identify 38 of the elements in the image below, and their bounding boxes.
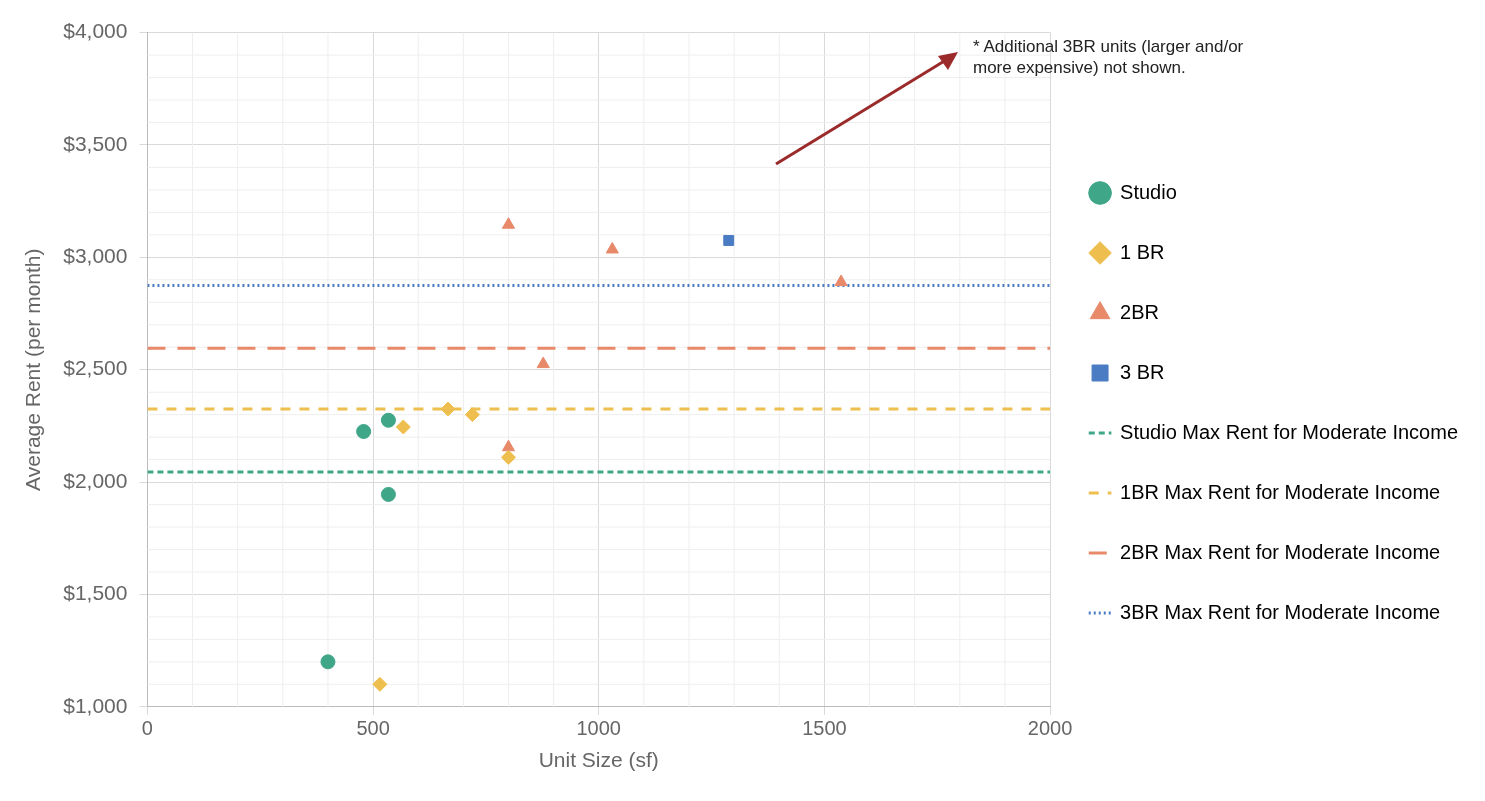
point	[380, 486, 396, 502]
legend-label: 3 BR	[1120, 360, 1165, 383]
legend-label: 2BR Max Rent for Moderate Income	[1120, 540, 1441, 563]
point	[356, 424, 372, 439]
x-tick-label: 500	[356, 717, 390, 740]
point	[536, 356, 550, 369]
x-tick-label: 2000	[1027, 717, 1073, 740]
legend-label: 2BR	[1120, 300, 1159, 323]
point	[605, 241, 619, 254]
point	[440, 401, 456, 417]
x-tick-label: 1500	[802, 717, 847, 740]
legend-label: 1BR Max Rent for Moderate Income	[1120, 480, 1441, 503]
point	[395, 419, 411, 435]
point	[834, 274, 848, 287]
point	[501, 439, 516, 452]
legend-label: 1 BR	[1120, 240, 1165, 263]
point	[501, 217, 516, 229]
legend-label: Studio Max Rent for Moderate Income	[1120, 420, 1459, 443]
point	[380, 412, 396, 428]
point	[320, 654, 336, 670]
legend-label: Studio	[1120, 180, 1177, 203]
annotation: * Additional 3BR units (larger and/or more expensive) not shown.	[973, 36, 1245, 79]
point	[372, 676, 388, 692]
y-tick-label: $1,500	[63, 581, 128, 605]
y-tick-label: $2,000	[63, 468, 128, 492]
point	[723, 235, 735, 246]
y-tick-label: $1,000	[63, 693, 128, 717]
point	[500, 449, 516, 465]
y-tick-label: $3,500	[63, 131, 128, 155]
y-tick-label: $4,000	[63, 19, 128, 43]
x-tick-label: 1000	[576, 717, 621, 740]
y-tick-label: $3,000	[63, 244, 128, 268]
y-axis-title: Average Rent (per month)	[21, 248, 45, 491]
legend-label: 3BR Max Rent for Moderate Income	[1120, 600, 1441, 623]
x-axis-title: Unit Size (sf)	[538, 748, 659, 772]
x-tick-label: 0	[141, 717, 153, 740]
point	[464, 407, 480, 423]
y-tick-label: $2,500	[63, 356, 128, 380]
